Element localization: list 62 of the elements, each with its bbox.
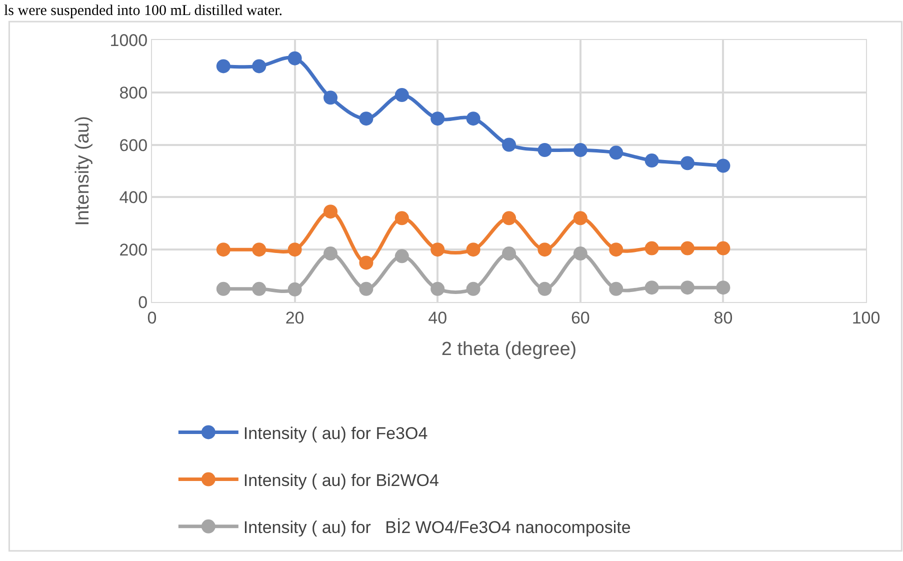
point <box>466 242 480 257</box>
point <box>644 154 659 168</box>
point <box>324 90 338 105</box>
y-tick-label: 600 <box>119 136 148 155</box>
point <box>502 211 516 226</box>
point <box>216 242 230 257</box>
point <box>538 143 552 158</box>
y-tick-label: 400 <box>119 188 148 208</box>
point <box>216 59 230 74</box>
y-tick-label: 200 <box>119 240 148 260</box>
point <box>288 282 302 296</box>
point <box>502 138 516 152</box>
point <box>324 246 338 261</box>
x-tick-label: 80 <box>714 308 733 328</box>
point <box>252 282 266 296</box>
x-axis-title: 2 theta (degree) <box>441 339 577 360</box>
point <box>288 242 302 257</box>
point <box>716 158 730 173</box>
point <box>430 282 445 296</box>
point <box>644 241 659 256</box>
legend-label: Intensity ( au) for Bİ2 WO4/Fe3O4 nanocomposite <box>243 518 631 538</box>
y-tick-label: 1000 <box>110 30 148 50</box>
point <box>359 282 374 296</box>
point <box>573 246 588 261</box>
point <box>466 282 480 296</box>
point <box>359 112 374 126</box>
point <box>644 280 659 295</box>
point <box>716 241 730 256</box>
point <box>288 51 302 66</box>
point <box>502 246 516 261</box>
point <box>573 211 588 226</box>
point <box>680 280 694 295</box>
point <box>430 242 445 257</box>
point <box>680 241 694 256</box>
legend-label: Intensity ( au) for Fe3O4 <box>243 424 428 443</box>
point <box>324 204 338 219</box>
point <box>394 249 409 264</box>
point <box>538 242 552 257</box>
y-axis-title: Intensity (au) <box>72 116 94 226</box>
point <box>609 282 624 296</box>
point <box>716 280 730 295</box>
point <box>252 59 266 74</box>
point <box>252 242 266 257</box>
point <box>538 282 552 296</box>
y-tick-label: 0 <box>138 292 148 312</box>
point <box>466 112 480 126</box>
point <box>609 242 624 257</box>
point <box>609 146 624 160</box>
text: ls were suspended into 100 mL distilled water. <box>4 3 283 19</box>
point <box>430 112 445 126</box>
x-tick-label: 100 <box>852 308 880 328</box>
x-tick-label: 60 <box>570 308 590 328</box>
y-tick-label: 800 <box>119 83 148 102</box>
x-tick-label: 40 <box>428 308 448 328</box>
point <box>394 88 409 102</box>
x-tick-label: 20 <box>285 308 304 328</box>
point <box>394 211 409 226</box>
point <box>359 256 374 270</box>
legend-label: Intensity ( au) for Bi2WO4 <box>243 470 439 490</box>
point <box>216 282 230 296</box>
point <box>680 156 694 170</box>
point <box>573 143 588 158</box>
